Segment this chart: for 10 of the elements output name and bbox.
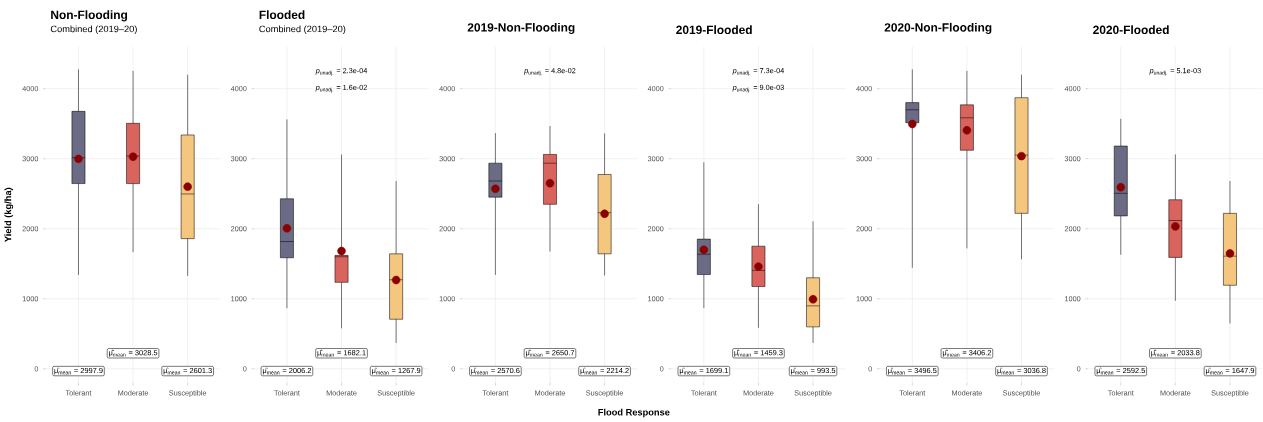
chart-title: Flooded	[259, 10, 305, 20]
chart-title: 2019-Flooded	[676, 25, 752, 35]
chart-title: 2020-Non-Flooding	[884, 23, 992, 35]
chart-title: 2020-Flooded	[1093, 25, 1169, 35]
chart-title: Non-Flooding	[51, 10, 127, 22]
y-axis-title: Yield (kg/ha)	[4, 187, 14, 243]
chart-subtitle: Combined (2019–20)	[259, 25, 346, 35]
chart-subtitle: Combined (2019–20)	[50, 25, 137, 35]
x-axis-title: Flood Response	[598, 408, 670, 418]
chart-title: 2019-Non-Flooding	[467, 23, 575, 35]
